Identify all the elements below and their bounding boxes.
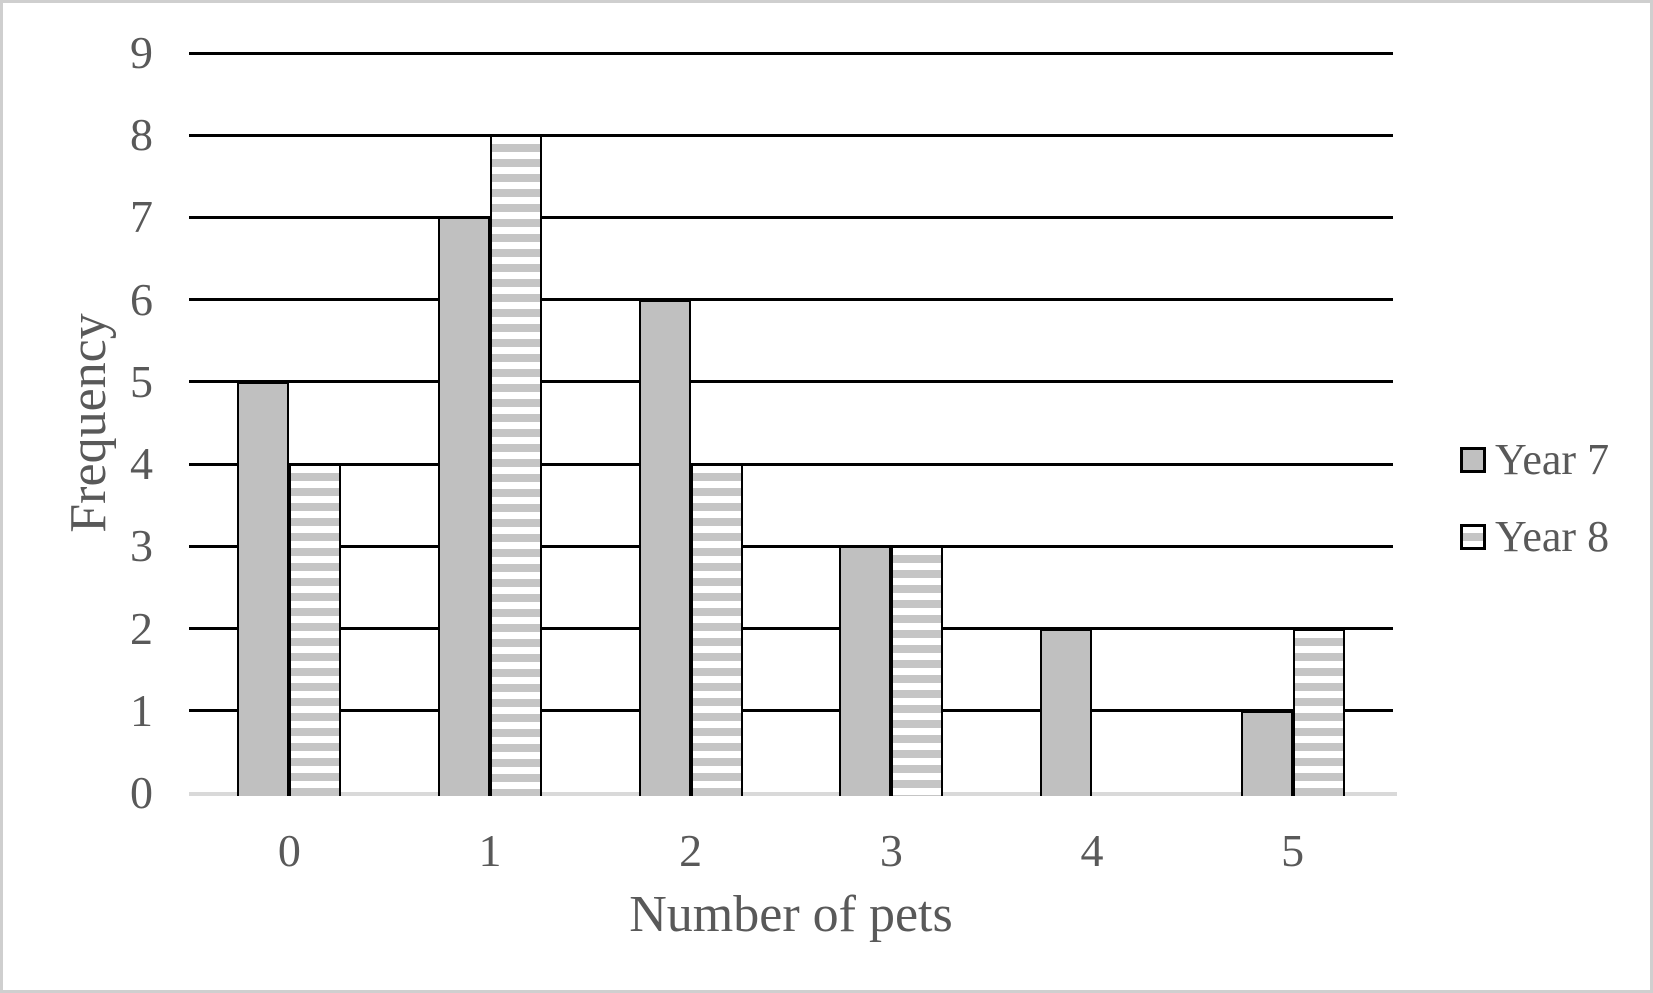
bar-year8-cat0 <box>289 464 342 796</box>
y-tick-label-8: 8 <box>130 109 153 161</box>
legend-label: Year 8 <box>1495 512 1610 561</box>
y-tick-label-9: 9 <box>130 27 153 78</box>
y-tick-label-4: 4 <box>130 438 153 490</box>
x-tick-label-5: 5 <box>1281 825 1305 876</box>
bar-year8-cat3 <box>891 546 944 796</box>
y-tick-label-0: 0 <box>130 767 153 818</box>
gridline-1 <box>189 709 1393 713</box>
bar-year8-cat2 <box>690 464 743 796</box>
y-tick-label-7: 7 <box>130 191 153 243</box>
gridline-4 <box>189 462 1393 466</box>
y-tick-label-6: 6 <box>130 273 153 325</box>
bar-year7-cat0 <box>237 381 290 796</box>
bar-year7-cat2 <box>638 299 691 796</box>
bar-year8-cat5 <box>1292 628 1345 796</box>
y-tick-label-2: 2 <box>130 602 153 654</box>
bar-year7-cat3 <box>839 546 892 796</box>
gridline-3 <box>189 544 1393 548</box>
x-tick-label-0: 0 <box>277 825 301 876</box>
x-tick-label-1: 1 <box>478 825 502 876</box>
legend-swatch-solid <box>1460 447 1486 473</box>
bar-year7-cat4 <box>1040 628 1092 796</box>
y-tick-label-1: 1 <box>130 684 153 736</box>
legend-label: Year 7 <box>1495 435 1610 484</box>
y-axis-title: Frequency <box>60 313 117 533</box>
x-axis-title: Number of pets <box>629 886 953 943</box>
x-tick-label-3: 3 <box>879 825 903 876</box>
x-axis-line <box>189 792 1397 796</box>
gridline-2 <box>189 627 1393 631</box>
x-tick-label-2: 2 <box>679 825 703 876</box>
legend-item-year7: Year 7 <box>1460 435 1609 485</box>
bar-year7-cat1 <box>438 217 490 796</box>
legend-item-year8: Year 8 <box>1460 512 1609 562</box>
legend-swatch-striped <box>1460 524 1486 550</box>
gridline-5 <box>189 380 1393 384</box>
y-tick-label-5: 5 <box>130 355 153 407</box>
gridline-9 <box>189 51 1393 55</box>
gridline-8 <box>189 133 1393 137</box>
gridline-7 <box>189 215 1393 219</box>
x-tick-label-4: 4 <box>1080 825 1104 876</box>
bar-year8-cat1 <box>490 135 542 796</box>
gridline-6 <box>189 298 1393 302</box>
y-tick-label-3: 3 <box>130 520 153 572</box>
bar-year7-cat5 <box>1240 710 1293 796</box>
